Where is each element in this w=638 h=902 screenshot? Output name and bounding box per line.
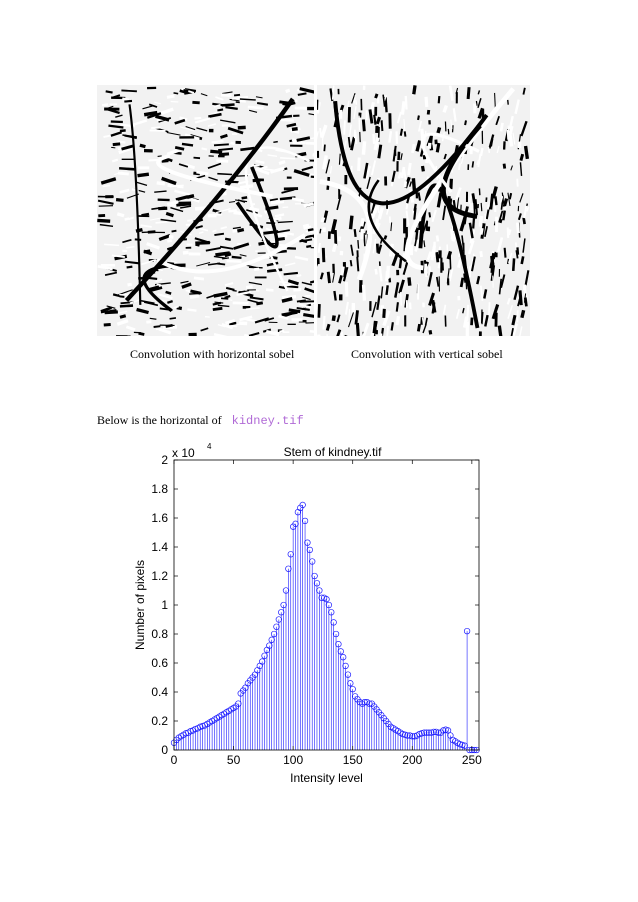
stem-marker [399,730,406,738]
stem-marker [316,587,323,594]
stem-marker [235,700,242,707]
y-tick-label: 1.2 [151,569,168,583]
y-tick-label: 2 [161,453,168,467]
stem-marker [330,619,337,626]
y-tick-label: 1.6 [151,511,168,525]
stem-marker [278,609,285,616]
stem-marker [404,732,411,739]
y-tick-label: 1.8 [151,482,168,496]
stem-marker [268,636,275,643]
stem-marker [349,685,356,693]
x-tick-label: 50 [227,753,241,767]
stem-marker [285,565,292,572]
stem-marker [304,539,311,546]
stem-marker [401,731,409,738]
filename-code: kidney.tif [231,414,304,428]
stem-marker [463,627,471,635]
stem-marker [306,546,313,554]
stem-marker [421,729,428,736]
stem-marker [280,601,287,609]
stem-marker [342,662,349,670]
stem-marker [323,596,330,603]
stem-marker [292,520,299,527]
y-tick-label: 0.8 [151,627,168,641]
stem-marker [318,594,325,601]
vertical-sobel-caption: Convolution with vertical sobel [351,347,503,361]
stem-marker [325,601,333,609]
stem-marker [311,572,318,580]
stem-marker [409,733,416,740]
x-tick-label: 150 [343,753,363,767]
stem-marker [432,728,440,736]
stem-marker [344,671,352,678]
stem-marker [299,501,306,509]
stem-marker [328,609,335,616]
y-tick-label: 0.2 [151,714,168,728]
stem-marker [459,741,466,749]
stem-marker [309,558,316,565]
stem-marker [416,730,423,738]
stem-marker [425,729,433,736]
stem-marker [313,580,321,587]
x-tick-label: 250 [462,753,482,767]
y-tick-label: 1 [161,598,168,612]
stem-marker [173,736,180,744]
y-tick-label: 0 [161,743,168,757]
stem-marker [456,741,464,748]
stem-marker [273,623,280,630]
body-text: Below is the horizontal of [97,413,222,427]
stem-marker [428,729,435,736]
stem-marker [287,551,294,558]
y-exponent-label: x 10 [172,446,195,460]
stem-marker [197,723,204,730]
stem-marker [437,729,445,736]
y-axis-label: Number of pixels [133,560,147,650]
stem-marker [361,699,368,706]
stem-marker [444,727,452,734]
stem-marker [406,732,414,739]
stem-marker [337,648,344,655]
chart-title: Stem of kindney.tif [284,445,382,459]
stem-marker [430,728,437,736]
y-exponent: 4 [207,442,212,451]
y-tick-label: 1.4 [151,540,168,554]
stem-marker [301,517,309,525]
x-tick-label: 0 [171,753,178,767]
stem-marker [266,642,273,649]
stem-marker [275,616,282,623]
stem-marker [442,726,449,733]
stem-marker [340,654,347,661]
stem-marker [440,727,447,734]
stem-marker [335,640,342,648]
stem-marker [259,658,266,665]
horizontal-sobel-image [97,85,314,336]
horizontal-sobel-caption: Convolution with horizontal sobel [130,347,295,361]
vertical-sobel-image [317,85,530,336]
body-paragraph: Below is the horizontal of kidney.tif [97,413,304,428]
stem-marker [332,630,340,638]
stem-marker [282,587,290,594]
stem-marker [366,700,373,707]
stem-marker [261,652,268,659]
x-tick-label: 200 [402,753,422,767]
stem-marker [423,729,430,736]
y-tick-label: 0.6 [151,656,168,670]
x-tick-label: 100 [283,753,303,767]
histogram-stem-chart: 0 50 100 150 200 250 0 0.2 0.4 0.6 0.8 1 1.2 1.4 1.6 1.… [133,442,482,785]
stem-marker [270,630,278,638]
stem-marker [418,730,425,737]
stem-marker [347,680,354,687]
stem-marker [461,742,468,749]
x-axis-label: Intensity level [290,771,363,785]
y-tick-label: 0.4 [151,685,168,699]
